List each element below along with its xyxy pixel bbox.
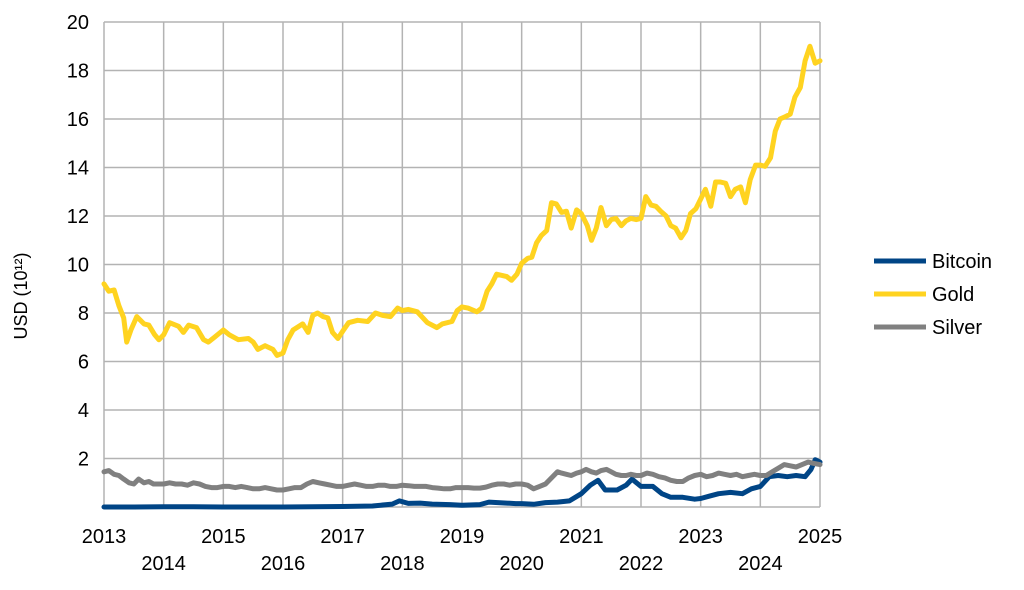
x-tick-label: 2020 [499,553,544,575]
x-tick-label: 2025 [798,526,843,548]
y-tick-label: 10 [67,255,89,277]
legend-label: Silver [932,317,982,339]
y-axis-title: USD (10¹²) [11,252,31,339]
x-tick-label: 2013 [82,526,127,548]
series-line-gold [101,43,823,358]
y-tick-label: 16 [67,109,89,131]
y-tick-label: 18 [67,61,89,83]
series-lines [101,43,823,510]
x-tick-label: 2018 [380,553,425,575]
legend: Bitcoin Gold Silver [874,251,992,339]
y-tick-label: 4 [78,400,89,422]
x-axis-tick-labels: 2013 2014 2015 2016 2017 2018 2019 2020 2021 2022… [82,526,843,575]
x-tick-label: 2015 [201,526,246,548]
x-tick-label: 2022 [619,553,664,575]
x-tick-label: 2017 [320,526,365,548]
x-tick-label: 2024 [738,553,783,575]
y-tick-label: 8 [78,303,89,325]
x-tick-label: 2023 [678,526,723,548]
y-tick-label: 14 [67,158,89,180]
legend-item-silver: Silver [874,317,982,339]
legend-label: Gold [932,284,974,306]
y-tick-label: 2 [78,449,89,471]
legend-label: Bitcoin [932,251,992,273]
series-line-bitcoin [101,457,823,510]
legend-item-bitcoin: Bitcoin [874,251,992,273]
x-tick-label: 2019 [440,526,485,548]
x-tick-label: 2021 [559,526,604,548]
legend-item-gold: Gold [874,284,974,306]
gridlines [103,21,821,507]
y-tick-label: 12 [67,206,89,228]
y-axis-tick-labels: 2 4 6 8 10 12 14 16 18 20 [67,12,89,471]
x-tick-label: 2014 [141,553,186,575]
y-tick-label: 20 [67,12,89,34]
y-tick-label: 6 [78,352,89,374]
x-tick-label: 2016 [261,553,306,575]
series-line-silver [101,459,823,493]
